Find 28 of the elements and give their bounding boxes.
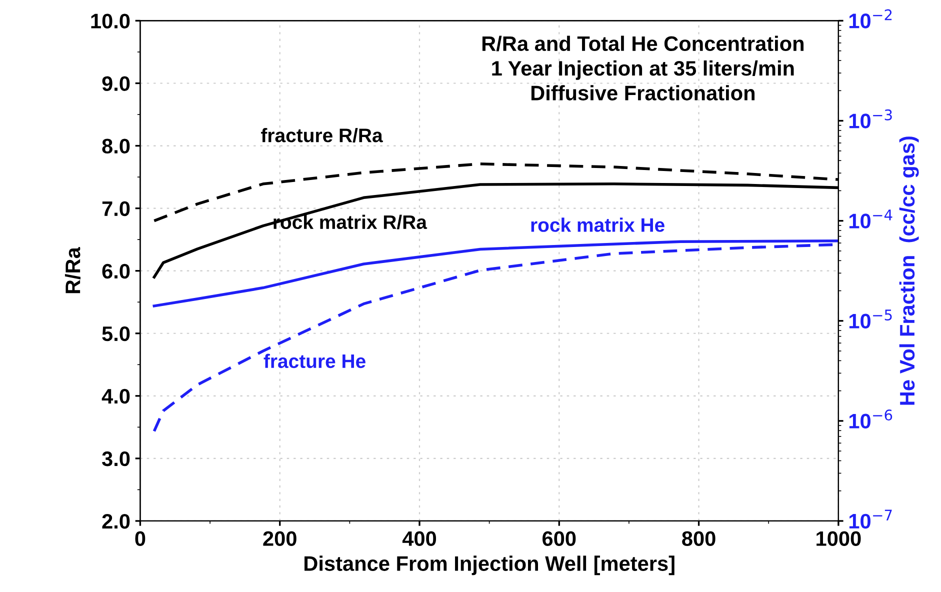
y2-tick-label: 10$^{−5}$ [849, 310, 892, 328]
y-axis-title: R/Ra [64, 246, 80, 294]
y-tick-label: 3.0 [102, 451, 130, 466]
series-label: fracture R/Ra [261, 128, 383, 142]
y2-tick-label: 10$^{−6}$ [849, 410, 892, 429]
y-tick-label: 4.0 [102, 388, 130, 404]
y-tick-label: 9.0 [102, 76, 130, 92]
x-tick-label: 1000 [816, 531, 861, 546]
series-label: fracture He [264, 354, 366, 368]
x-tick-label: 0 [135, 531, 146, 546]
series-label: rock matrix He [531, 218, 664, 232]
y-tick-label: 8.0 [102, 138, 130, 154]
x-tick-label: 600 [542, 531, 576, 546]
x-tick-label: 400 [402, 531, 436, 546]
y-tick-label: 7.0 [102, 201, 130, 216]
y2-tick-label: 10$^{−4}$ [849, 210, 892, 228]
y2-tick-label: 10$^{−7}$ [849, 510, 892, 529]
y-tick-label: 2.0 [102, 514, 130, 529]
x-axis-title: Distance From Injection Well [meters] [304, 556, 674, 576]
text: R/Ra and Total He Concentration 1 Year Injection at 35 liters/min Diffusive Fractionation [482, 36, 804, 100]
y2-tick-label: 10$^{−3}$ [849, 109, 892, 128]
x-tick-label: 800 [682, 531, 716, 546]
y-tick-label: 6.0 [102, 264, 130, 279]
y2-axis-title: He Vol Fraction (cc/cc gas) [899, 136, 919, 405]
y-tick-label: 10.0 [91, 14, 130, 28]
x-tick-label: 200 [263, 531, 296, 546]
y-tick-label: 5.0 [102, 326, 130, 342]
y2-tick-label: 10$^{−2}$ [849, 9, 892, 28]
